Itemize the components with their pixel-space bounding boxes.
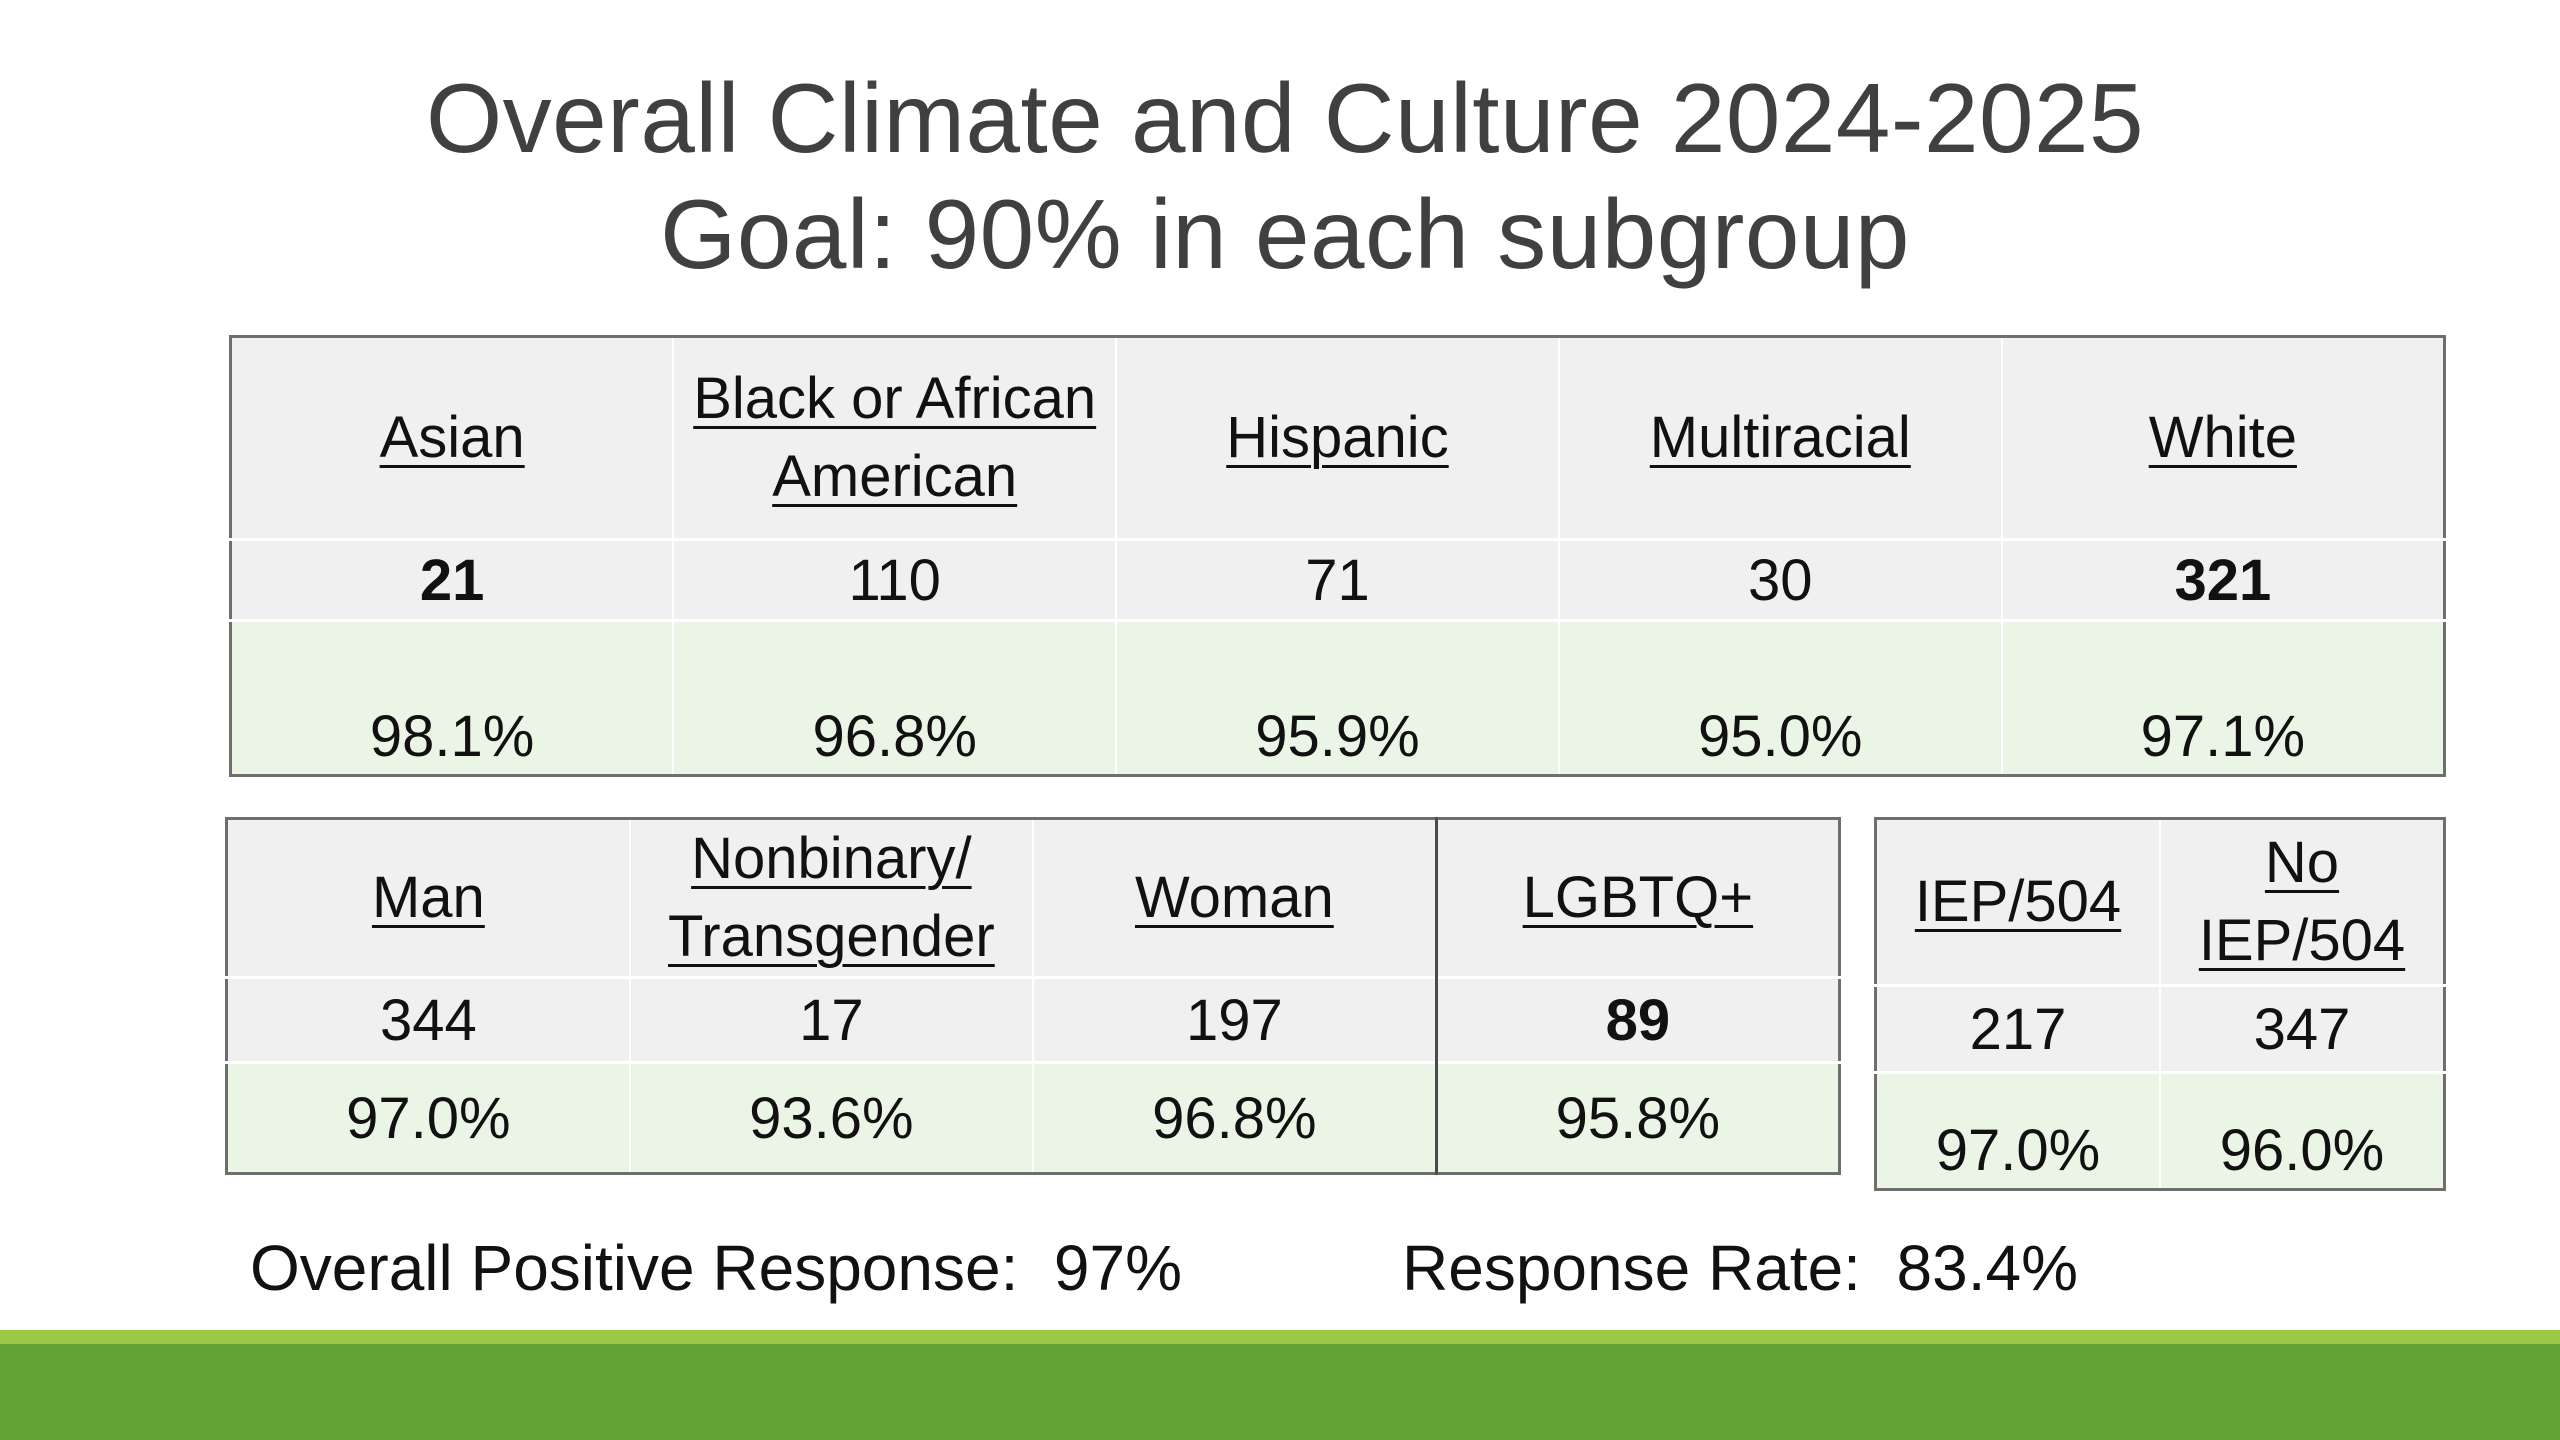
footer-accent-stripe	[0, 1330, 2560, 1344]
percent-cell-asian: 98.1%	[230, 619, 674, 776]
percent-cell-lgbtq: 95.8%	[1434, 1061, 1840, 1174]
count-cell-woman: 197	[1031, 976, 1437, 1063]
count-cell-man: 344	[226, 976, 630, 1063]
percent-row: 98.1% 96.8% 95.9% 95.0% 97.1%	[230, 619, 2445, 776]
footer-bar	[0, 1344, 2560, 1440]
iep-504-table: IEP/504 No IEP/504 217 347 97.0% 96.0%	[1874, 817, 2446, 1191]
overall-positive-response: Overall Positive Response: 97%	[250, 1228, 1182, 1308]
percent-cell-nonbinary-transgender: 93.6%	[628, 1061, 1033, 1174]
count-cell-hispanic: 71	[1115, 538, 1559, 621]
count-cell-asian: 21	[230, 538, 674, 621]
column-header-man: Man	[371, 865, 485, 930]
percent-cell-iep-504: 97.0%	[1875, 1071, 2160, 1190]
overall-positive-response-label: Overall Positive Response:	[250, 1232, 1019, 1304]
percent-row: 97.0% 93.6% 96.8% 95.8%	[226, 1061, 1840, 1174]
count-row: 344 17 197 89	[226, 976, 1840, 1063]
percent-cell-woman: 96.8%	[1031, 1061, 1437, 1174]
count-cell-nonbinary-transgender: 17	[628, 976, 1033, 1063]
column-header-nonbinary-transgender: Nonbinary/Transgender	[628, 818, 1033, 978]
slide-title: Overall Climate and Culture 2024-2025 Go…	[0, 60, 2560, 292]
gender-table: Man Nonbinary/Transgender Woman LGBTQ+ 3…	[225, 817, 1841, 1175]
column-header-white: White	[2000, 336, 2445, 540]
table-header-row: Man Nonbinary/Transgender Woman LGBTQ+	[227, 818, 1840, 978]
percent-cell-multiracial: 95.0%	[1557, 619, 2002, 776]
column-header-no-iep-504: No IEP/504	[2159, 818, 2445, 986]
percent-cell-man: 97.0%	[226, 1061, 630, 1174]
response-rate-value: 83.4%	[1896, 1232, 2078, 1304]
column-header-lgbtq: LGBTQ+	[1434, 818, 1840, 978]
count-row: 217 347	[1875, 984, 2445, 1073]
title-line-1: Overall Climate and Culture 2024-2025	[425, 63, 2145, 173]
percent-cell-black-or-african-american: 96.8%	[672, 619, 1117, 776]
count-row: 21 110 71 30 321	[230, 538, 2445, 621]
column-header-hispanic: Hispanic	[1115, 336, 1559, 540]
count-cell-lgbtq: 89	[1434, 976, 1840, 1063]
count-cell-white: 321	[2000, 538, 2445, 621]
count-cell-iep-504: 217	[1875, 984, 2160, 1073]
count-cell-black-or-african-american: 110	[672, 538, 1117, 621]
percent-cell-no-iep-504: 96.0%	[2159, 1071, 2445, 1190]
response-rate-label: Response Rate:	[1402, 1232, 1861, 1304]
column-header-black-or-african-american: Black or African American	[672, 336, 1117, 540]
race-ethnicity-table: Asian Black or African American Hispanic …	[229, 335, 2446, 777]
response-rate: Response Rate: 83.4%	[1402, 1228, 2078, 1308]
column-header-woman: Woman	[1031, 818, 1437, 978]
table-header-row: Asian Black or African American Hispanic …	[231, 336, 2445, 540]
table-header-row: IEP/504 No IEP/504	[1876, 818, 2445, 986]
column-header-iep-504: IEP/504	[1914, 869, 2122, 934]
percent-cell-hispanic: 95.9%	[1115, 619, 1559, 776]
percent-row: 97.0% 96.0%	[1875, 1071, 2445, 1190]
percent-cell-white: 97.1%	[2000, 619, 2445, 776]
column-header-multiracial: Multiracial	[1557, 336, 2002, 540]
count-cell-multiracial: 30	[1557, 538, 2002, 621]
overall-positive-response-value: 97%	[1053, 1232, 1182, 1304]
column-header-asian: Asian	[379, 405, 525, 470]
title-line-2: Goal: 90% in each subgroup	[660, 179, 1910, 289]
count-cell-no-iep-504: 347	[2159, 984, 2445, 1073]
